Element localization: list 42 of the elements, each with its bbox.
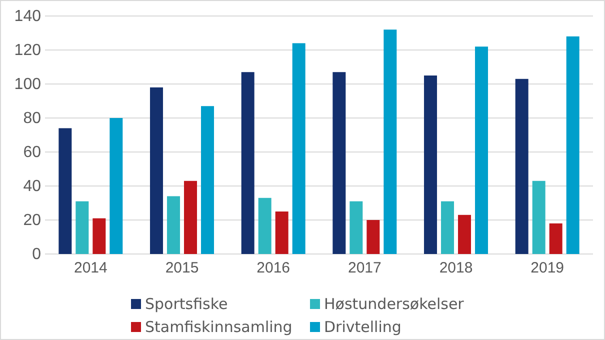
- bar: [332, 72, 346, 254]
- bar: [549, 223, 562, 254]
- x-tick-label: 2019: [530, 260, 564, 277]
- bar: [566, 36, 580, 254]
- bar: [441, 201, 454, 254]
- bar: [201, 106, 214, 254]
- legend-label: Stamfiskinnsamling: [145, 318, 292, 336]
- bar: [475, 46, 488, 254]
- x-tick-label: 2016: [256, 260, 290, 277]
- bar: [76, 201, 89, 254]
- legend-label: Drivtelling: [324, 318, 402, 336]
- bar: [515, 78, 528, 254]
- bar: [184, 180, 197, 254]
- bar: [275, 212, 288, 254]
- bar: [150, 87, 163, 254]
- bar: [292, 43, 306, 254]
- bar: [110, 118, 123, 254]
- y-tick-label: 0: [32, 246, 42, 264]
- bar: [424, 76, 437, 254]
- bar: [384, 30, 397, 254]
- x-tick-label: 2018: [439, 260, 473, 277]
- bar: [241, 72, 254, 254]
- bar: [58, 128, 72, 254]
- y-tick-label: 120: [14, 42, 42, 60]
- y-tick-label: 80: [23, 110, 42, 128]
- y-tick-label: 140: [14, 8, 42, 26]
- y-tick-label: 100: [14, 76, 42, 94]
- bar: [167, 196, 180, 254]
- legend-label: Sportsfiske: [145, 295, 228, 313]
- legend-label: Høstundersøkelser: [324, 295, 465, 313]
- bar: [92, 218, 106, 254]
- bar: [258, 198, 272, 254]
- y-tick-label: 60: [23, 144, 42, 162]
- y-tick-label: 20: [23, 212, 42, 230]
- bar: [366, 220, 380, 254]
- x-tick-label: 2015: [165, 260, 199, 277]
- x-tick-label: 2017: [348, 260, 382, 277]
- bar: [532, 180, 546, 254]
- x-tick-label: 2014: [74, 260, 108, 277]
- bar: [350, 201, 363, 254]
- y-tick-label: 40: [23, 178, 42, 196]
- bar: [458, 214, 471, 254]
